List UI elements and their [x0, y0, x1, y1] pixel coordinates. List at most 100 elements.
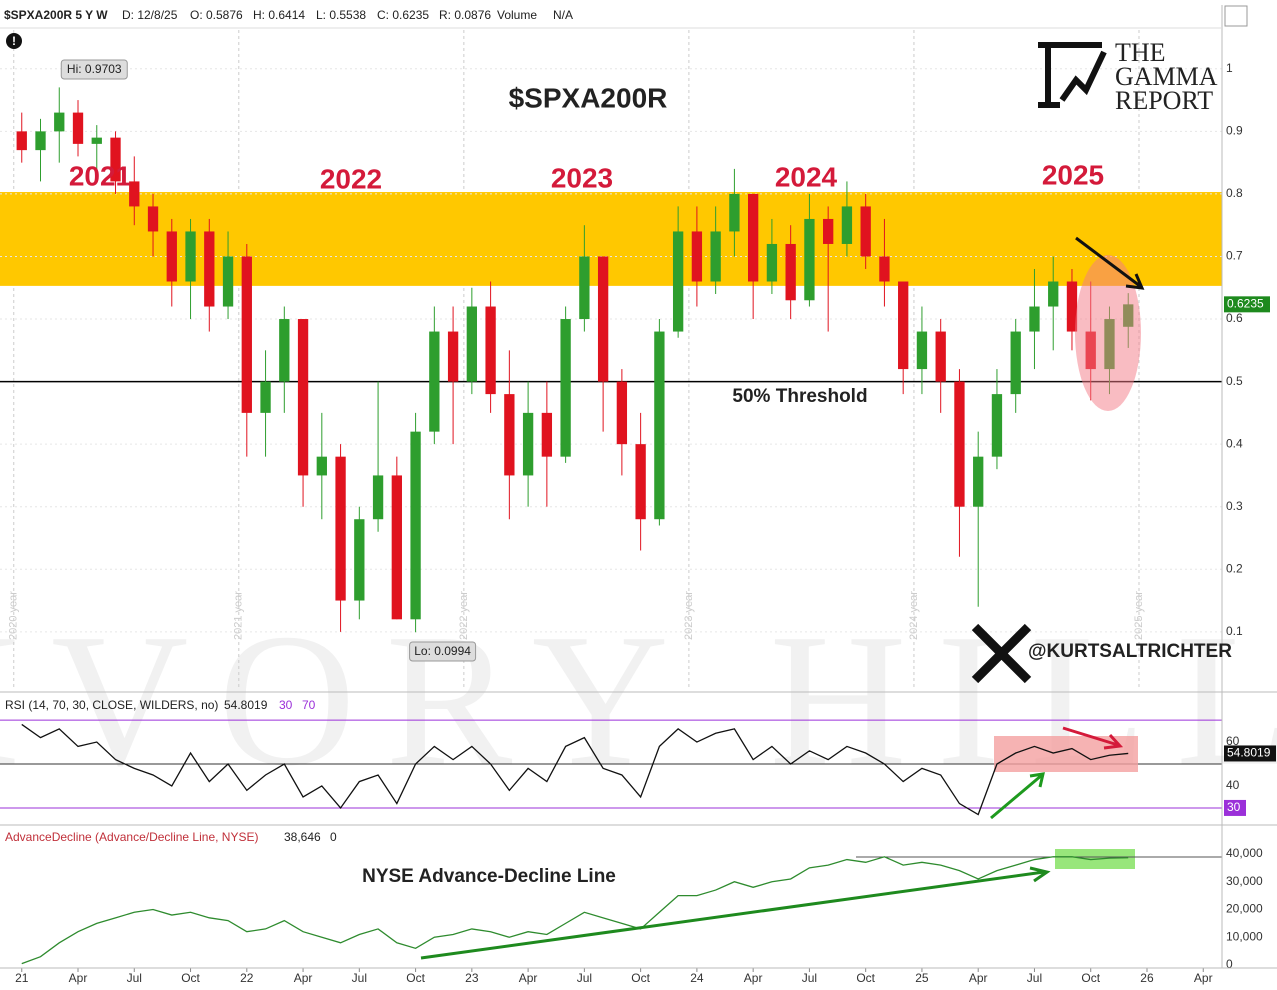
candle-body [691, 231, 703, 282]
candle-body [635, 444, 646, 520]
y-tick-label: 0.6 [1226, 311, 1243, 325]
y-tick-label: 0.2 [1226, 561, 1243, 575]
last-price: 0.6235 [1227, 297, 1264, 311]
candle-body [672, 231, 684, 332]
resistance-band [0, 192, 1222, 286]
x-tick-label: Jul [1027, 971, 1042, 985]
candle-body [335, 456, 346, 601]
rsi-last: 54.8019 [1227, 746, 1271, 760]
header-high: H: 0.6414 [253, 8, 305, 22]
x-tick-label: Apr [294, 971, 313, 985]
candle-body [1066, 281, 1078, 332]
candle-body [616, 381, 628, 445]
year-label: 2022 [320, 163, 382, 194]
chart-title: $SPXA200R [509, 82, 668, 113]
candle-body [654, 331, 665, 520]
series-line [21, 723, 1129, 816]
y-tick-label: 1 [1226, 61, 1233, 75]
y-tick-label: 60 [1226, 734, 1240, 748]
candle-body [916, 331, 928, 370]
candle-body [747, 193, 759, 282]
year-marker-label: 2025 year [1133, 591, 1145, 640]
x-tick-label: Oct [406, 971, 425, 985]
x-tick-label: 23 [465, 971, 479, 985]
x-tick-label: Apr [69, 971, 88, 985]
ad-label: NYSE Advance-Decline Line [362, 866, 616, 887]
candle-body [898, 281, 909, 370]
arrow [1062, 726, 1124, 750]
x-tick-label: 26 [1140, 971, 1154, 985]
header-low: L: 0.5538 [316, 8, 366, 22]
candle-body [466, 306, 478, 382]
year-marker-label: 2022 year [458, 591, 470, 640]
candle-body [204, 231, 215, 307]
x-tick-label: Apr [969, 971, 988, 985]
candle-body [1010, 331, 1021, 395]
candle-body [541, 412, 553, 457]
candle-body [166, 231, 177, 282]
candle-body [954, 381, 965, 507]
plot-area: 2020 year 2021 year 2022 year 2023 year 2024… [0, 30, 1276, 985]
candle-body [935, 331, 946, 382]
y-tick-label: 30,000 [1226, 874, 1263, 888]
y-tick-label: 0.9 [1226, 124, 1243, 138]
x-tick-label: Oct [181, 971, 200, 985]
x-tick-label: Apr [519, 971, 538, 985]
y-tick-label: 0.3 [1226, 499, 1243, 513]
candle-body [147, 206, 159, 232]
logo-text: GAMMA [1115, 62, 1218, 91]
header-open: O: 0.5876 [190, 8, 243, 22]
ad-zero: 0 [330, 830, 337, 844]
candle-body [447, 331, 459, 382]
candle-body [410, 431, 421, 620]
y-tick-label: 40 [1226, 778, 1240, 792]
x-tick-label: Jul [577, 971, 592, 985]
candle-body [841, 206, 853, 244]
year-marker-label: 2024 year [908, 591, 920, 640]
header-range: R: 0.0876 [439, 8, 491, 22]
candle-body [560, 319, 571, 457]
candle-body [597, 256, 609, 382]
y-tick-label: 20,000 [1226, 902, 1263, 916]
y-tick-label: 0.1 [1226, 624, 1243, 638]
settings-button[interactable] [1224, 5, 1248, 27]
year-label: 2023 [551, 162, 613, 193]
logo-text: THE [1115, 38, 1166, 67]
candle-body [372, 475, 384, 520]
x-tick-label: Jul [352, 971, 367, 985]
rsi-oversold-box [1224, 799, 1246, 816]
y-tick-label: 0 [1226, 957, 1233, 971]
ad-value: 38,646 [284, 830, 321, 844]
year-marker-label: 2023 year [683, 591, 695, 640]
candle-body [241, 256, 252, 413]
alert-icon[interactable] [6, 33, 22, 49]
x-tick-label: Jul [802, 971, 817, 985]
candle-body [279, 319, 290, 382]
candle-body [504, 394, 515, 476]
x-tick-label: 22 [240, 971, 254, 985]
logo-text: REPORT [1115, 86, 1213, 115]
candle-body [316, 456, 327, 476]
threshold-label: 50% Threshold [732, 386, 867, 407]
logo-mark [1038, 42, 1107, 108]
candle-body [766, 243, 778, 282]
logo: THE GAMMA REPORT [1038, 38, 1218, 115]
candle-body [354, 519, 365, 601]
x-tick-label: Apr [744, 971, 763, 985]
candle-body [391, 475, 402, 620]
year-marker-label: 2020 year [8, 591, 20, 640]
hi-label: Hi: 0.9703 [67, 62, 122, 76]
last-price-box [1224, 296, 1270, 313]
x-tick-label: Oct [1081, 971, 1100, 985]
header-volume-value: N/A [553, 8, 573, 22]
candle-body [973, 456, 984, 507]
candle-body [804, 218, 815, 301]
y-tick-label: 0.4 [1226, 436, 1243, 450]
x-tick-label: Jul [127, 971, 142, 985]
x-logo [971, 623, 1032, 684]
series-line [21, 856, 1129, 965]
candle-body [729, 193, 740, 232]
candle-body [110, 137, 121, 182]
lo-label: Lo: 0.0994 [414, 644, 471, 658]
